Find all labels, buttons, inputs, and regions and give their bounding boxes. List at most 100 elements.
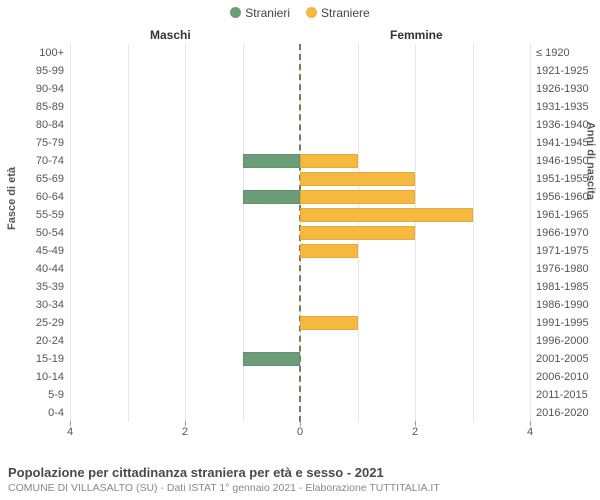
legend-label: Straniere [321, 6, 370, 20]
age-row: 65-691951-1955 [70, 170, 530, 188]
age-row: 60-641956-1960 [70, 188, 530, 206]
tick-mark [300, 421, 301, 426]
legend-swatch [306, 7, 317, 18]
x-tick-label: 4 [527, 426, 533, 438]
age-label: 80-84 [36, 116, 64, 134]
birth-year-label: 1956-1960 [536, 188, 589, 206]
population-pyramid-chart: Stranieri Straniere Maschi Femmine Fasce … [0, 0, 600, 500]
age-label: 65-69 [36, 170, 64, 188]
birth-year-label: 2006-2010 [536, 368, 589, 386]
age-label: 5-9 [48, 386, 64, 404]
age-label: 50-54 [36, 224, 64, 242]
bar-female [300, 226, 415, 240]
bar-female [300, 244, 358, 258]
age-label: 35-39 [36, 278, 64, 296]
tick-mark [70, 421, 71, 426]
chart-footer: Popolazione per cittadinanza straniera p… [8, 465, 592, 494]
age-row: 0-42016-2020 [70, 404, 530, 422]
age-row: 5-92011-2015 [70, 386, 530, 404]
legend: Stranieri Straniere [0, 6, 600, 20]
bar-female [300, 316, 358, 330]
x-tick: 4 [67, 426, 73, 438]
chart-title: Popolazione per cittadinanza straniera p… [8, 465, 592, 480]
birth-year-label: 1951-1955 [536, 170, 589, 188]
gridline [530, 44, 531, 422]
plot-area: 100+≤ 192095-991921-192590-941926-193085… [70, 44, 530, 442]
birth-year-label: 1926-1930 [536, 80, 589, 98]
birth-year-label: 2016-2020 [536, 404, 589, 422]
birth-year-label: 1941-1945 [536, 134, 589, 152]
legend-swatch [230, 7, 241, 18]
age-row: 35-391981-1985 [70, 278, 530, 296]
age-label: 25-29 [36, 314, 64, 332]
legend-item: Stranieri [230, 6, 290, 20]
section-right-label: Femmine [390, 28, 443, 42]
age-label: 85-89 [36, 98, 64, 116]
age-label: 70-74 [36, 152, 64, 170]
age-label: 0-4 [48, 404, 64, 422]
age-row: 80-841936-1940 [70, 116, 530, 134]
age-label: 100+ [39, 44, 64, 62]
age-row: 75-791941-1945 [70, 134, 530, 152]
birth-year-label: 1991-1995 [536, 314, 589, 332]
birth-year-label: ≤ 1920 [536, 44, 570, 62]
birth-year-label: 1946-1950 [536, 152, 589, 170]
legend-item: Straniere [306, 6, 370, 20]
age-label: 90-94 [36, 80, 64, 98]
birth-year-label: 1981-1985 [536, 278, 589, 296]
bar-male [243, 190, 301, 204]
birth-year-label: 1961-1965 [536, 206, 589, 224]
section-left-label: Maschi [150, 28, 191, 42]
age-label: 15-19 [36, 350, 64, 368]
rows-container: 100+≤ 192095-991921-192590-941926-193085… [70, 44, 530, 422]
x-tick-label: 2 [182, 426, 188, 438]
age-row: 55-591961-1965 [70, 206, 530, 224]
x-tick: 4 [527, 426, 533, 438]
age-label: 75-79 [36, 134, 64, 152]
age-label: 10-14 [36, 368, 64, 386]
birth-year-label: 1996-2000 [536, 332, 589, 350]
age-row: 90-941926-1930 [70, 80, 530, 98]
bar-female [300, 208, 473, 222]
age-row: 30-341986-1990 [70, 296, 530, 314]
age-label: 45-49 [36, 242, 64, 260]
bar-male [243, 154, 301, 168]
age-row: 95-991921-1925 [70, 62, 530, 80]
birth-year-label: 1986-1990 [536, 296, 589, 314]
age-row: 40-441976-1980 [70, 260, 530, 278]
bar-female [300, 172, 415, 186]
x-tick: 2 [412, 426, 418, 438]
y-left-axis-title: Fasce di età [6, 167, 18, 230]
x-tick: 0 [297, 426, 303, 438]
age-row: 20-241996-2000 [70, 332, 530, 350]
age-label: 30-34 [36, 296, 64, 314]
birth-year-label: 1976-1980 [536, 260, 589, 278]
legend-label: Stranieri [245, 6, 290, 20]
age-label: 60-64 [36, 188, 64, 206]
x-axis-ticks: 4 2 0 2 4 [70, 424, 530, 442]
bar-male [243, 352, 301, 366]
birth-year-label: 1966-1970 [536, 224, 589, 242]
age-row: 10-142006-2010 [70, 368, 530, 386]
age-row: 15-192001-2005 [70, 350, 530, 368]
birth-year-label: 1971-1975 [536, 242, 589, 260]
x-tick-label: 0 [297, 426, 303, 438]
birth-year-label: 2001-2005 [536, 350, 589, 368]
chart-subtitle: COMUNE DI VILLASALTO (SU) - Dati ISTAT 1… [8, 482, 592, 494]
age-row: 85-891931-1935 [70, 98, 530, 116]
birth-year-label: 1931-1935 [536, 98, 589, 116]
tick-mark [530, 421, 531, 426]
age-label: 20-24 [36, 332, 64, 350]
birth-year-label: 1936-1940 [536, 116, 589, 134]
age-row: 50-541966-1970 [70, 224, 530, 242]
tick-mark [185, 421, 186, 426]
birth-year-label: 2011-2015 [536, 386, 588, 404]
bar-female [300, 154, 358, 168]
age-label: 95-99 [36, 62, 64, 80]
x-tick-label: 4 [67, 426, 73, 438]
x-tick: 2 [182, 426, 188, 438]
x-tick-label: 2 [412, 426, 418, 438]
age-label: 55-59 [36, 206, 64, 224]
birth-year-label: 1921-1925 [536, 62, 589, 80]
age-row: 45-491971-1975 [70, 242, 530, 260]
